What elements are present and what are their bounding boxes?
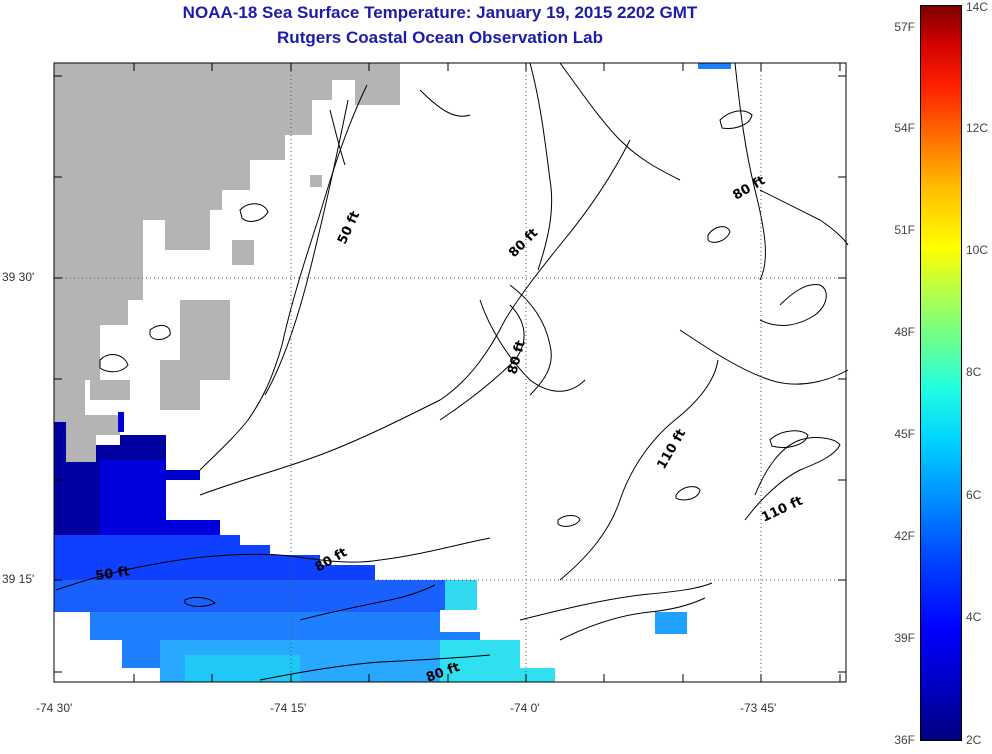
contour-label: 50 ft: [94, 564, 130, 584]
colorbar-f-label: 39F: [894, 631, 915, 645]
colorbar-f-label: 45F: [894, 427, 915, 441]
colorbar-c-label: 14C: [966, 0, 989, 14]
chart-title: NOAA-18 Sea Surface Temperature: January…: [182, 3, 698, 22]
colorbar-c-label: 10C: [966, 243, 989, 257]
colorbar-c-label: 6C: [966, 488, 982, 502]
land-mask: [54, 63, 400, 462]
graticule: [54, 63, 846, 682]
lon-label: -74 30': [36, 701, 73, 715]
colorbar-f-label: 48F: [894, 325, 915, 339]
lat-label: 39 15': [2, 572, 35, 586]
colorbar-f-label: 57F: [894, 20, 915, 34]
contour-label: 80 ft: [505, 339, 528, 376]
lon-label: -74 15': [270, 701, 307, 715]
map-frame: [53, 62, 847, 683]
lon-label: -74 0': [510, 701, 540, 715]
colorbar-c-label: 12C: [966, 121, 989, 135]
lat-label: 39 30': [2, 270, 35, 284]
colorbar-f-label: 54F: [894, 121, 915, 135]
contour-label: 80 ft: [731, 173, 768, 203]
depth-contours: [55, 62, 849, 681]
colorbar-f-label: 42F: [894, 529, 915, 543]
contour-label: 80 ft: [506, 226, 541, 261]
colorbar-c-label: 4C: [966, 610, 982, 624]
sst-pixels: [54, 63, 731, 682]
colorbar-c-label: 2C: [966, 733, 982, 747]
colorbar-f-label: 36F: [894, 733, 915, 747]
temperature-colorbar: [920, 5, 962, 741]
colorbar-c-label: 8C: [966, 365, 982, 379]
chart-subtitle: Rutgers Coastal Ocean Observation Lab: [277, 28, 603, 47]
contour-label: 50 ft: [335, 209, 363, 247]
colorbar-f-label: 51F: [894, 223, 915, 237]
lon-label: -73 45': [740, 701, 777, 715]
contour-label: 110 ft: [759, 494, 805, 526]
axis-ticks: [54, 63, 846, 682]
